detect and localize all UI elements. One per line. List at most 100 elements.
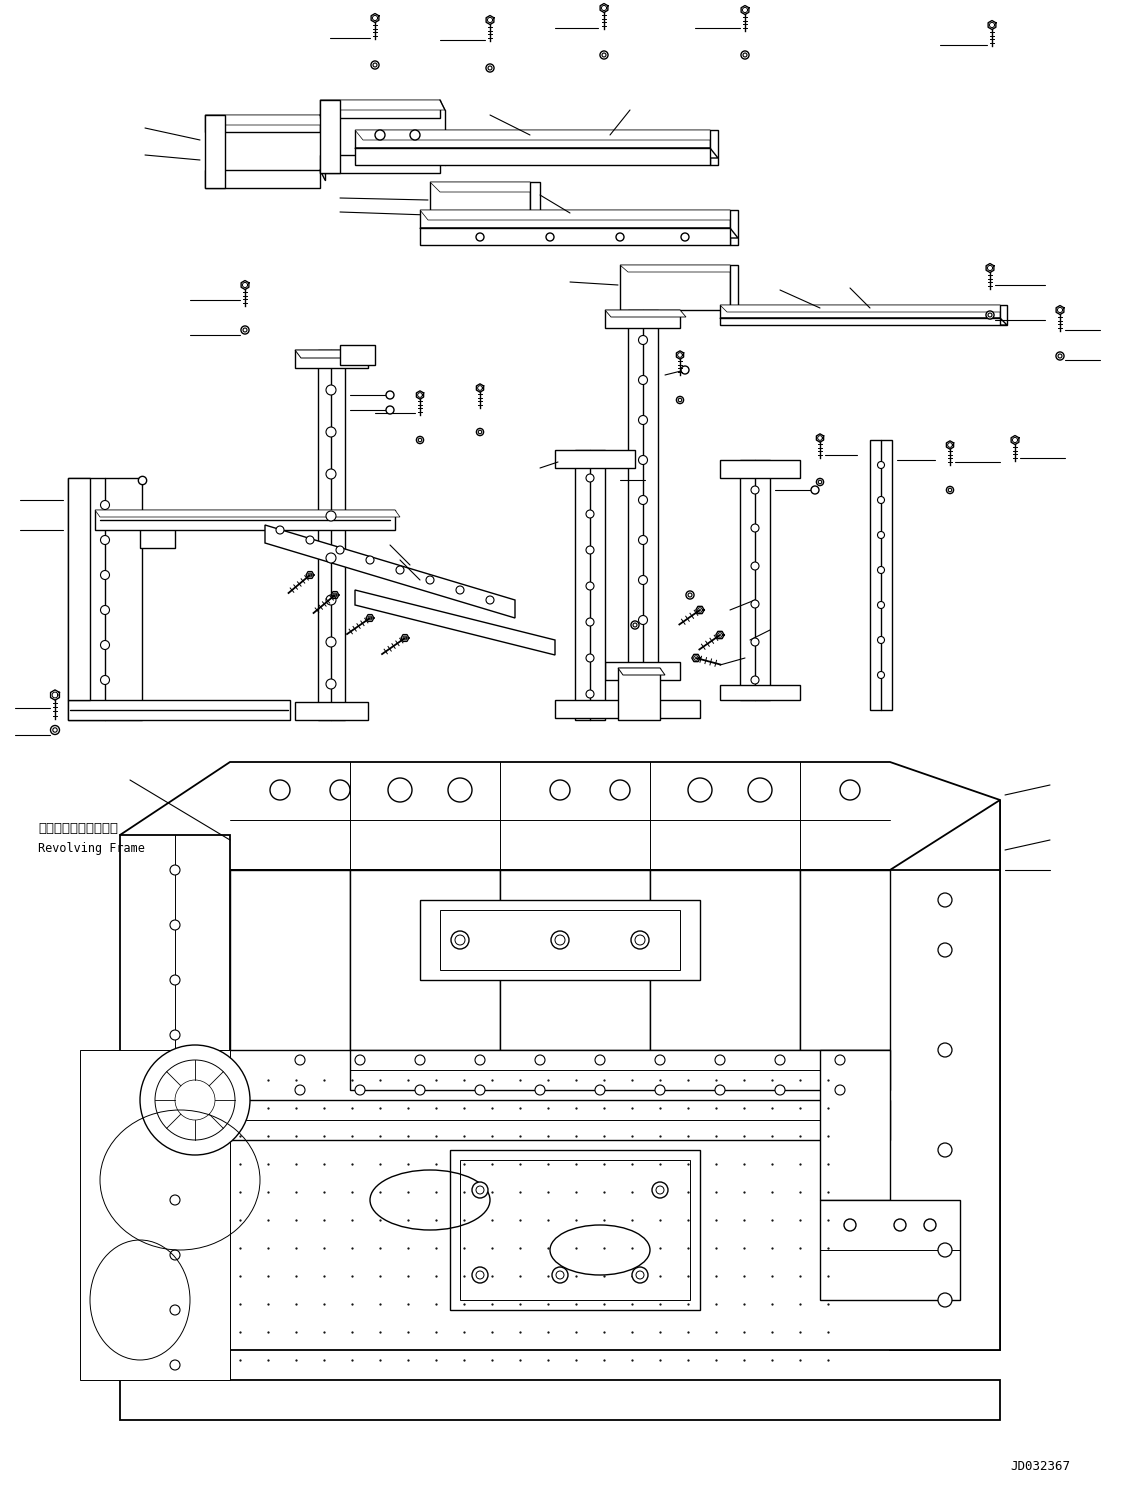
Circle shape (816, 479, 824, 485)
Circle shape (478, 430, 481, 434)
Polygon shape (205, 115, 325, 125)
Circle shape (681, 233, 689, 242)
Polygon shape (95, 510, 400, 518)
Circle shape (775, 1085, 785, 1095)
Polygon shape (440, 910, 680, 970)
Circle shape (836, 1085, 845, 1095)
Circle shape (751, 639, 759, 646)
Circle shape (586, 510, 594, 518)
Circle shape (243, 328, 247, 333)
Polygon shape (350, 870, 499, 1050)
Circle shape (326, 385, 336, 395)
Circle shape (938, 1043, 952, 1056)
Polygon shape (419, 228, 730, 245)
Circle shape (486, 595, 494, 604)
Polygon shape (318, 351, 345, 721)
Circle shape (639, 536, 647, 545)
Polygon shape (230, 1100, 890, 1140)
Polygon shape (95, 510, 395, 530)
Circle shape (946, 486, 953, 494)
Circle shape (455, 935, 465, 944)
Circle shape (555, 935, 565, 944)
Polygon shape (430, 182, 530, 230)
Circle shape (475, 1186, 483, 1194)
Polygon shape (555, 451, 636, 468)
Circle shape (600, 51, 608, 60)
Circle shape (375, 130, 385, 140)
Polygon shape (320, 100, 445, 110)
Polygon shape (120, 762, 1000, 870)
Circle shape (395, 565, 403, 574)
Circle shape (270, 780, 290, 800)
Circle shape (410, 130, 419, 140)
Polygon shape (67, 477, 142, 721)
Circle shape (552, 1267, 568, 1283)
Polygon shape (419, 210, 730, 228)
Polygon shape (139, 521, 175, 548)
Circle shape (535, 1055, 545, 1065)
Circle shape (751, 524, 759, 533)
Polygon shape (430, 182, 539, 192)
Circle shape (586, 546, 594, 554)
Circle shape (475, 1271, 483, 1279)
Circle shape (326, 510, 336, 521)
Polygon shape (628, 310, 658, 680)
Polygon shape (120, 836, 230, 1380)
Polygon shape (320, 155, 440, 173)
Circle shape (101, 606, 110, 615)
Circle shape (475, 1085, 485, 1095)
Polygon shape (720, 685, 800, 700)
Circle shape (295, 1085, 305, 1095)
Polygon shape (205, 115, 320, 131)
Circle shape (535, 1085, 545, 1095)
Circle shape (101, 570, 110, 579)
Polygon shape (355, 130, 710, 148)
Circle shape (170, 1029, 179, 1040)
Circle shape (677, 397, 684, 404)
Circle shape (688, 592, 692, 597)
Polygon shape (575, 451, 605, 721)
Circle shape (716, 1055, 725, 1065)
Circle shape (840, 780, 860, 800)
Circle shape (632, 1267, 648, 1283)
Circle shape (456, 586, 464, 594)
Circle shape (170, 1361, 179, 1370)
Polygon shape (720, 318, 1007, 325)
Circle shape (938, 943, 952, 956)
Polygon shape (80, 1050, 230, 1380)
Circle shape (751, 562, 759, 570)
Polygon shape (230, 870, 1000, 1350)
Circle shape (636, 1271, 644, 1279)
Circle shape (551, 931, 569, 949)
Circle shape (751, 486, 759, 494)
Circle shape (101, 676, 110, 685)
Circle shape (586, 582, 594, 589)
Circle shape (101, 536, 110, 545)
Circle shape (170, 1250, 179, 1261)
Circle shape (472, 1182, 488, 1198)
Circle shape (631, 931, 649, 949)
Polygon shape (720, 460, 800, 477)
Circle shape (878, 601, 885, 609)
Polygon shape (450, 1150, 700, 1310)
Polygon shape (720, 304, 1000, 318)
Circle shape (639, 415, 647, 425)
Polygon shape (720, 318, 1000, 325)
Circle shape (639, 616, 647, 625)
Circle shape (639, 495, 647, 504)
Polygon shape (295, 351, 368, 369)
Polygon shape (890, 800, 1000, 1350)
Circle shape (743, 54, 748, 57)
Circle shape (751, 600, 759, 609)
Circle shape (686, 591, 694, 600)
Circle shape (415, 1085, 425, 1095)
Polygon shape (605, 662, 680, 680)
Polygon shape (730, 210, 738, 245)
Circle shape (306, 536, 314, 545)
Circle shape (639, 576, 647, 585)
Circle shape (418, 439, 422, 442)
Circle shape (50, 725, 59, 734)
Polygon shape (419, 900, 700, 980)
Polygon shape (1000, 304, 1007, 325)
Circle shape (812, 486, 820, 494)
